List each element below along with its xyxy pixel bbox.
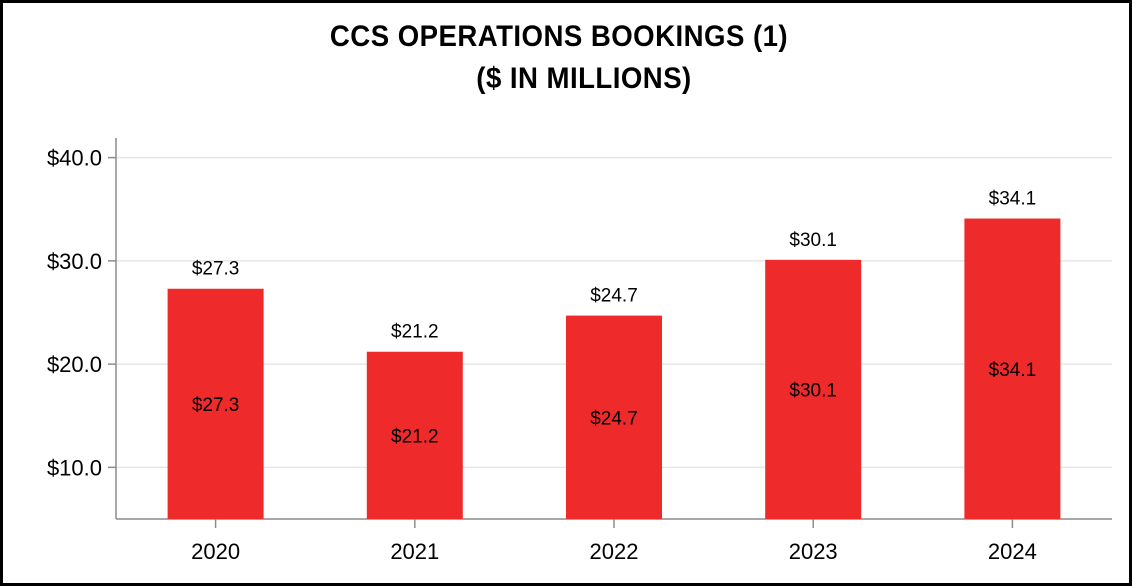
- data-label-inner: $34.1: [989, 360, 1037, 381]
- x-tick-label: 2020: [191, 539, 240, 564]
- x-tick-label: 2024: [988, 539, 1037, 564]
- y-tick-label: $20.0: [47, 352, 102, 377]
- data-label-top: $34.1: [989, 189, 1037, 210]
- bar-2024: [964, 218, 1061, 519]
- bar-2022: [566, 315, 662, 519]
- x-tick-label: 2023: [789, 539, 838, 564]
- y-tick-label: $30.0: [47, 249, 102, 274]
- bar-2021: [366, 351, 463, 519]
- chart-subtitle: ($ IN MILLIONS): [476, 62, 692, 95]
- chart-title: CCS OPERATIONS BOOKINGS (1): [329, 20, 789, 53]
- x-tick-label: 2022: [590, 539, 639, 564]
- data-label-inner: $21.2: [391, 426, 439, 447]
- data-label-top: $21.2: [391, 322, 439, 343]
- y-tick-label: $40.0: [47, 146, 102, 171]
- bar-2020: [167, 288, 264, 519]
- data-label-inner: $24.7: [590, 408, 638, 429]
- x-tick-label: 2021: [390, 539, 439, 564]
- data-label-top: $24.7: [590, 286, 638, 307]
- data-label-top: $27.3: [192, 259, 240, 280]
- data-label-inner: $27.3: [192, 395, 240, 416]
- data-label-top: $30.1: [789, 230, 837, 251]
- data-label-inner: $30.1: [789, 380, 837, 401]
- bar-2023: [765, 259, 862, 519]
- y-tick-label: $10.0: [47, 455, 102, 480]
